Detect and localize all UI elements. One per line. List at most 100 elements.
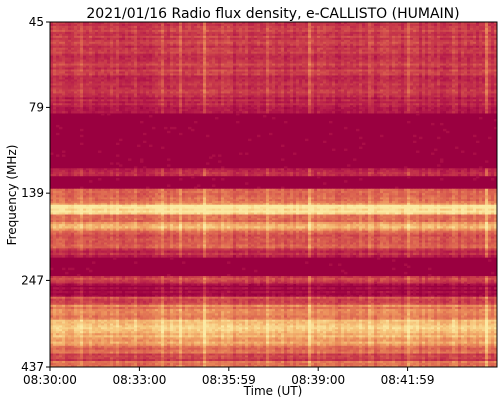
heatmap-cell <box>98 22 102 25</box>
heatmap-cell <box>446 43 450 47</box>
heatmap-cell <box>464 45 468 49</box>
heatmap-cell <box>233 45 237 49</box>
heatmap-cell <box>101 33 105 37</box>
heatmap-cell <box>446 22 450 25</box>
heatmap-cell <box>407 22 411 25</box>
heatmap-cell <box>137 43 141 47</box>
heatmap-cell <box>368 29 372 33</box>
heatmap-cell <box>212 31 216 35</box>
heatmap-cell <box>272 39 276 43</box>
heatmap-cell <box>395 33 399 37</box>
heatmap-cell <box>92 43 96 47</box>
heatmap-cell <box>83 47 87 51</box>
heatmap-cell <box>71 22 75 25</box>
heatmap-cell <box>182 29 186 33</box>
heatmap-cell <box>296 23 300 27</box>
heatmap-cell <box>62 23 66 27</box>
heatmap-cell <box>119 37 123 41</box>
heatmap-cell <box>185 37 189 41</box>
heatmap-cell <box>125 23 129 27</box>
heatmap-cell <box>296 43 300 47</box>
heatmap-cell <box>419 33 423 37</box>
heatmap-cell <box>263 25 267 29</box>
heatmap-cell <box>299 33 303 37</box>
heatmap-cell <box>224 22 228 25</box>
heatmap-cell <box>278 37 282 41</box>
heatmap-cell <box>269 25 273 29</box>
heatmap-cell <box>371 29 375 33</box>
heatmap-cell <box>119 33 123 37</box>
heatmap-cell <box>188 35 192 39</box>
heatmap-cell <box>191 43 195 47</box>
heatmap-cell <box>302 45 306 49</box>
heatmap-cell <box>308 39 312 43</box>
heatmap-cell <box>206 35 210 39</box>
heatmap-cell <box>380 31 384 35</box>
heatmap-cell <box>191 22 195 25</box>
heatmap-cell <box>197 43 201 47</box>
heatmap-cell <box>326 41 330 45</box>
heatmap-cell <box>329 33 333 37</box>
heatmap-cell <box>254 31 258 35</box>
heatmap-cell <box>62 27 66 31</box>
heatmap-cell <box>185 43 189 47</box>
heatmap-cell <box>284 27 288 31</box>
heatmap-cell <box>176 41 180 45</box>
heatmap-cell <box>224 33 228 37</box>
heatmap-cell <box>221 25 225 29</box>
heatmap-cell <box>98 41 102 45</box>
heatmap-cell <box>146 37 150 41</box>
heatmap-cell <box>329 43 333 47</box>
heatmap-cell <box>314 31 318 35</box>
heatmap-cell <box>143 47 147 51</box>
heatmap-cell <box>425 33 429 37</box>
heatmap-cell <box>179 22 183 25</box>
heatmap-cell <box>113 29 117 33</box>
heatmap-cell <box>137 37 141 41</box>
heatmap-cell <box>419 27 423 31</box>
heatmap-cell <box>140 43 144 47</box>
heatmap-cell <box>263 43 267 47</box>
heatmap-cell <box>338 33 342 37</box>
heatmap-cell <box>89 35 93 39</box>
heatmap-cell <box>233 27 237 31</box>
heatmap-cell <box>173 41 177 45</box>
heatmap-cell <box>62 39 66 43</box>
heatmap-cell <box>305 31 309 35</box>
heatmap-cell <box>470 23 474 27</box>
heatmap-cell <box>224 43 228 47</box>
heatmap-cell <box>68 23 72 27</box>
heatmap-cell <box>185 33 189 37</box>
heatmap-cell <box>245 23 249 27</box>
heatmap-cell <box>428 29 432 33</box>
heatmap-cell <box>383 27 387 31</box>
heatmap-cell <box>371 37 375 41</box>
heatmap-cell <box>161 31 165 35</box>
heatmap-cell <box>173 35 177 39</box>
heatmap-cell <box>59 25 63 29</box>
heatmap-cell <box>461 31 465 35</box>
heatmap-cell <box>365 37 369 41</box>
heatmap-cell <box>437 29 441 33</box>
heatmap-cell <box>428 43 432 47</box>
heatmap-cell <box>320 45 324 49</box>
heatmap-cell <box>446 35 450 39</box>
heatmap-cell <box>191 27 195 31</box>
heatmap-cell <box>224 23 228 27</box>
heatmap-cell <box>146 29 150 33</box>
heatmap-cell <box>203 41 207 45</box>
heatmap-cell <box>428 37 432 41</box>
heatmap-cell <box>461 45 465 49</box>
heatmap-cell <box>197 37 201 41</box>
heatmap-cell <box>371 25 375 29</box>
heatmap-cell <box>383 37 387 41</box>
heatmap-cell <box>476 31 480 35</box>
heatmap-cell <box>98 29 102 33</box>
heatmap-cell <box>152 25 156 29</box>
heatmap-cell <box>152 37 156 41</box>
heatmap-cell <box>182 37 186 41</box>
heatmap-cell <box>335 27 339 31</box>
heatmap-cell <box>218 23 222 27</box>
heatmap-cell <box>182 23 186 27</box>
heatmap-cell <box>260 31 264 35</box>
